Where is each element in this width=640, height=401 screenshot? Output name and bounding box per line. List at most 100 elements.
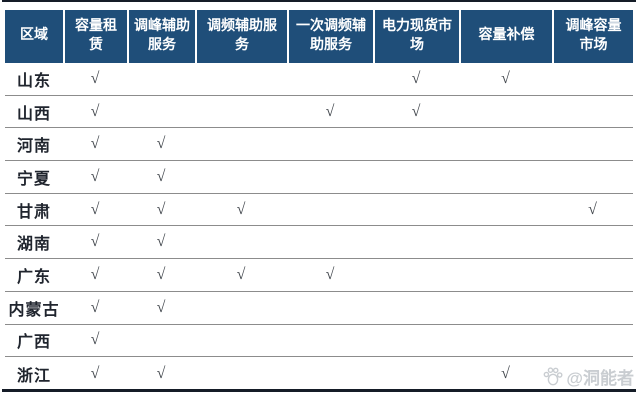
table-row: 宁夏 √ √ — [5, 161, 633, 194]
check-cell: √ — [90, 298, 100, 316]
column-header-freq-regulation-ancillary: 调频辅助服务 — [195, 10, 287, 63]
check-cell: √ — [90, 233, 100, 251]
check-cell — [459, 128, 552, 160]
check-cell — [459, 161, 552, 193]
check-cell — [287, 325, 373, 357]
check-cell — [287, 357, 373, 390]
region-cell: 宁夏 — [16, 170, 51, 188]
check-cell — [127, 96, 195, 128]
check-cell — [195, 96, 287, 128]
table-row: 广东 √ √ √ √ — [5, 259, 633, 292]
table-row: 湖南 √ √ — [5, 226, 633, 260]
check-cell — [287, 292, 373, 324]
table-row: 浙江 √ √ √ — [5, 357, 633, 390]
column-header-peak-shaving-ancillary: 调峰辅助服务 — [127, 10, 195, 63]
table-row: 河南 √ √ — [5, 128, 633, 162]
region-cell: 浙江 — [16, 367, 51, 385]
column-header-capacity-lease: 容量租赁 — [63, 10, 127, 63]
bottom-rule — [2, 389, 636, 392]
region-cell: 湖南 — [16, 236, 51, 254]
check-cell: √ — [90, 331, 100, 349]
check-cell — [459, 259, 552, 291]
check-cell: √ — [156, 135, 166, 153]
check-cell: √ — [156, 200, 166, 218]
region-cell: 山西 — [16, 105, 51, 123]
check-cell: √ — [411, 69, 421, 87]
check-cell — [552, 96, 633, 128]
column-header-spot-market: 电力现货市场 — [373, 10, 459, 63]
paw-icon — [543, 365, 563, 387]
column-header-capacity-compensation: 容量补偿 — [459, 10, 552, 63]
check-cell — [373, 128, 459, 160]
check-cell: √ — [90, 167, 100, 185]
check-cell — [373, 292, 459, 324]
check-cell: √ — [501, 69, 510, 87]
check-cell: √ — [588, 200, 597, 218]
check-cell — [373, 357, 459, 390]
check-cell — [287, 128, 373, 160]
table-row: 甘肃 √ √ √ √ — [5, 194, 633, 227]
region-cell: 内蒙古 — [8, 301, 60, 319]
top-rule — [2, 0, 636, 2]
check-cell — [195, 63, 287, 95]
check-cell — [459, 325, 552, 357]
region-cell: 广西 — [16, 334, 51, 352]
region-cell: 甘肃 — [16, 203, 51, 221]
table-row: 内蒙古 √ √ — [5, 292, 633, 325]
check-cell — [195, 161, 287, 193]
check-cell — [552, 292, 633, 324]
check-cell — [195, 357, 287, 390]
check-cell — [552, 226, 633, 258]
check-cell: √ — [90, 102, 100, 120]
check-cell: √ — [501, 364, 510, 382]
check-cell — [459, 194, 552, 226]
check-cell: √ — [156, 167, 166, 185]
check-cell — [373, 226, 459, 258]
check-cell — [287, 194, 373, 226]
column-header-region: 区域 — [5, 10, 63, 63]
region-cell: 河南 — [16, 138, 51, 156]
region-cell: 山东 — [16, 72, 51, 90]
check-cell: √ — [90, 364, 100, 382]
region-cell: 广东 — [16, 268, 51, 286]
column-header-peak-capacity-market: 调峰容量市场 — [552, 10, 633, 63]
check-cell: √ — [156, 364, 166, 382]
check-cell — [552, 325, 633, 357]
check-cell: √ — [236, 200, 246, 218]
check-cell — [373, 325, 459, 357]
check-cell — [195, 325, 287, 357]
check-cell: √ — [156, 265, 166, 283]
check-cell — [195, 292, 287, 324]
table-body: 山东 √ √ √ 山西 √ √ √ 河南 √ √ — [5, 63, 633, 390]
check-cell — [552, 259, 633, 291]
check-cell — [373, 194, 459, 226]
check-cell: √ — [325, 265, 335, 283]
table-row: 山东 √ √ √ — [5, 63, 633, 96]
check-cell — [373, 259, 459, 291]
check-cell — [127, 63, 195, 95]
check-cell: √ — [90, 69, 100, 87]
check-cell — [195, 226, 287, 258]
check-cell — [459, 96, 552, 128]
check-cell: √ — [90, 200, 100, 218]
check-cell: √ — [156, 298, 166, 316]
table-row: 山西 √ √ √ — [5, 96, 633, 129]
check-cell: √ — [236, 265, 246, 283]
check-cell — [287, 226, 373, 258]
column-header-primary-freq-ancillary: 一次调频辅助服务 — [287, 10, 373, 63]
check-cell: √ — [411, 102, 421, 120]
check-cell — [459, 226, 552, 258]
check-cell: √ — [90, 135, 100, 153]
check-cell — [552, 63, 633, 95]
check-cell — [195, 128, 287, 160]
check-cell — [552, 128, 633, 160]
table-header-row: 区域 容量租赁 调峰辅助服务 调频辅助服务 一次调频辅助服务 电力现货市场 容量… — [5, 10, 633, 63]
check-cell — [552, 161, 633, 193]
check-cell: √ — [156, 233, 166, 251]
check-cell — [127, 325, 195, 357]
check-cell: √ — [90, 265, 100, 283]
check-cell: √ — [325, 102, 335, 120]
watermark: @洞能者 — [543, 364, 634, 388]
check-cell — [287, 63, 373, 95]
